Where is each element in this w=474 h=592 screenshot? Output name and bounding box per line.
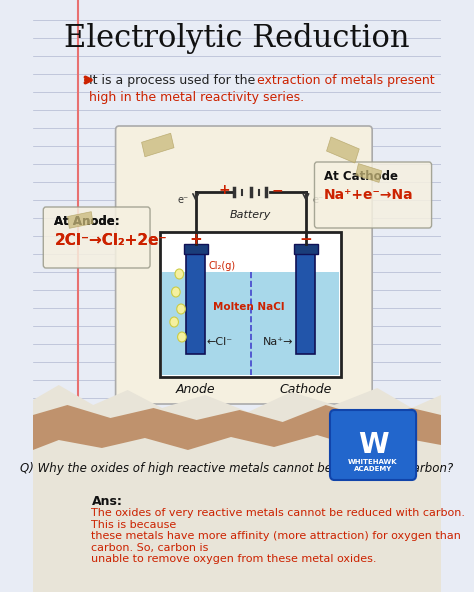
FancyBboxPatch shape xyxy=(160,232,341,377)
Circle shape xyxy=(177,304,185,314)
Text: At Anode:: At Anode: xyxy=(55,215,120,228)
Text: Q) Why the oxides of high reactive metals cannot be reduced by carbon?: Q) Why the oxides of high reactive metal… xyxy=(20,462,454,475)
Text: At Anode:: At Anode: xyxy=(55,215,120,228)
FancyBboxPatch shape xyxy=(327,137,359,163)
Text: +: + xyxy=(219,183,230,197)
Bar xyxy=(183,244,208,254)
FancyBboxPatch shape xyxy=(314,162,432,228)
Text: ←Cl⁻: ←Cl⁻ xyxy=(207,337,233,347)
Text: Na⁺+e⁻→Na: Na⁺+e⁻→Na xyxy=(324,188,414,202)
Text: extraction of metals present: extraction of metals present xyxy=(257,73,435,86)
Text: Cathode: Cathode xyxy=(280,382,332,395)
Text: Electrolytic Reduction: Electrolytic Reduction xyxy=(64,22,410,53)
Circle shape xyxy=(170,317,178,327)
Circle shape xyxy=(178,332,186,342)
Text: high in the metal reactivity series.: high in the metal reactivity series. xyxy=(89,91,304,104)
Text: At Cathode: At Cathode xyxy=(324,170,398,183)
Text: W: W xyxy=(358,431,388,459)
Text: Molten NaCl: Molten NaCl xyxy=(213,302,285,312)
Bar xyxy=(294,244,318,254)
Text: WHITEHAWK
ACADEMY: WHITEHAWK ACADEMY xyxy=(348,458,398,471)
Text: The oxides of very reactive metals cannot be reduced with carbon. This is becaus: The oxides of very reactive metals canno… xyxy=(91,508,465,564)
FancyBboxPatch shape xyxy=(356,163,382,182)
Polygon shape xyxy=(33,405,441,450)
FancyBboxPatch shape xyxy=(67,212,93,229)
Text: Cl₂(g): Cl₂(g) xyxy=(209,261,236,271)
Text: 2Cl⁻→Cl₂+2e⁻: 2Cl⁻→Cl₂+2e⁻ xyxy=(55,233,167,248)
FancyBboxPatch shape xyxy=(330,410,416,480)
Text: Battery: Battery xyxy=(230,210,272,220)
Text: Ans:: Ans: xyxy=(91,495,122,508)
Text: 2Cl⁻→Cl₂+2e⁻: 2Cl⁻→Cl₂+2e⁻ xyxy=(55,233,167,248)
Text: −: − xyxy=(272,183,283,197)
Bar xyxy=(296,254,315,354)
Text: e⁻: e⁻ xyxy=(313,195,324,205)
Text: It is a process used for the: It is a process used for the xyxy=(89,73,259,86)
Text: +: + xyxy=(189,231,202,246)
Text: Anode: Anode xyxy=(176,382,216,395)
Text: Na⁺→: Na⁺→ xyxy=(263,337,293,347)
FancyBboxPatch shape xyxy=(116,126,372,404)
Polygon shape xyxy=(33,385,441,592)
Bar xyxy=(186,254,205,354)
Text: −: − xyxy=(300,231,312,246)
FancyBboxPatch shape xyxy=(43,207,150,268)
Circle shape xyxy=(175,269,183,279)
Bar xyxy=(162,272,339,375)
FancyBboxPatch shape xyxy=(142,133,174,157)
Text: e⁻: e⁻ xyxy=(178,195,189,205)
Circle shape xyxy=(172,287,180,297)
